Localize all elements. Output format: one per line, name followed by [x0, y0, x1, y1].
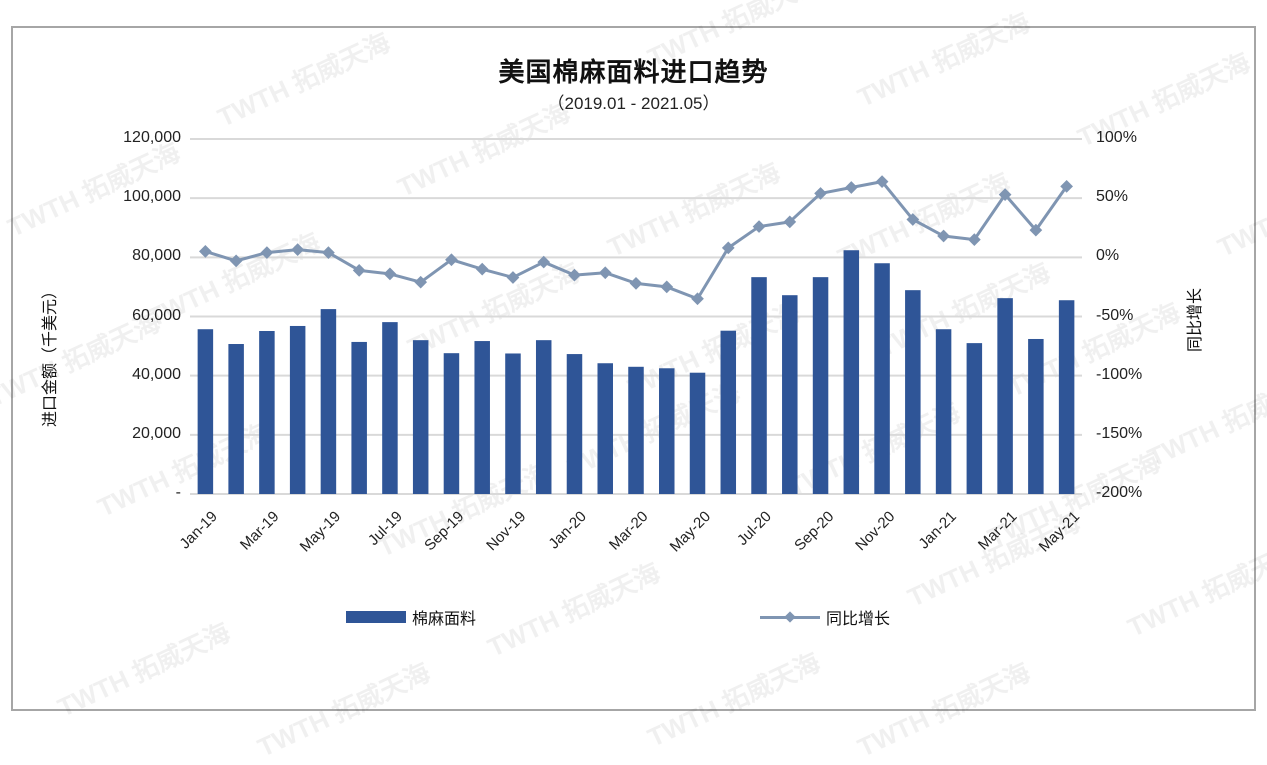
bar [689, 372, 706, 494]
diamond-marker-icon [322, 246, 335, 259]
diamond-marker-icon [383, 267, 397, 281]
diamond-marker-icon [229, 254, 243, 268]
bar [935, 329, 952, 494]
left-y-tick-label: 40,000 [132, 365, 181, 383]
diamond-marker-icon [568, 268, 581, 282]
diamond-marker-icon [660, 280, 674, 294]
legend-item-bar: 棉麻面料 [346, 605, 476, 629]
left-y-tick-label: 20,000 [132, 424, 181, 442]
legend-line-label: 同比增长 [826, 611, 891, 628]
right-y-tick-label: 100% [1096, 129, 1137, 146]
bar [628, 366, 644, 494]
bar [228, 344, 244, 494]
bar [782, 295, 798, 494]
plot-area [190, 138, 1082, 495]
legend-bar-label: 棉麻面料 [412, 611, 477, 628]
legend-bar-swatch [346, 611, 406, 623]
bar [382, 322, 398, 494]
bar [966, 343, 983, 494]
bar [412, 340, 429, 494]
bar [289, 325, 306, 494]
bar [905, 290, 921, 494]
chart-subtitle: （2019.01 - 2021.05） [547, 94, 720, 113]
bar [505, 353, 521, 494]
diamond-marker-icon [844, 181, 858, 194]
bar [351, 341, 367, 494]
diamond-marker-icon [598, 266, 612, 280]
diamond-marker-icon [629, 277, 643, 290]
diamond-marker-icon [937, 229, 950, 243]
bar [597, 363, 613, 494]
legend-item-line: 同比增长 [760, 605, 890, 629]
right-y-tick-label: 50% [1096, 188, 1129, 206]
bar [751, 277, 767, 494]
bar [874, 263, 890, 494]
bar [320, 309, 337, 494]
right-y-tick-label: -150% [1096, 424, 1143, 442]
left-y-tick-label: 60,000 [132, 306, 181, 324]
bar [997, 298, 1013, 494]
bar [812, 277, 829, 494]
diamond-marker-icon [260, 246, 274, 259]
diamond-marker-icon [475, 262, 489, 276]
chart-title: 美国棉麻面料进口趋势 [498, 57, 769, 87]
bar [474, 341, 490, 494]
right-y-tick-label: -200% [1096, 484, 1143, 501]
bar [566, 354, 583, 494]
right-y-tick-label: 0% [1096, 247, 1120, 265]
diamond-marker-icon [352, 263, 366, 277]
bar [843, 250, 860, 494]
bar [443, 353, 460, 494]
right-y-tick-label: -100% [1096, 365, 1143, 383]
diamond-marker-icon [414, 275, 428, 289]
diamond-marker-icon [199, 245, 212, 258]
diamond-marker-icon [506, 271, 520, 284]
bar [659, 368, 675, 494]
bar [197, 329, 214, 494]
bar [259, 330, 275, 494]
diamond-marker-icon [691, 292, 704, 306]
diamond-marker-icon [291, 243, 305, 257]
bar [720, 330, 737, 494]
left-y-tick-label: 120,000 [123, 129, 181, 146]
right-y-tick-label: -50% [1096, 306, 1134, 324]
legend-line-diamond-icon [760, 611, 820, 623]
diamond-marker-icon [445, 253, 458, 267]
left-y-tick-label: 100,000 [123, 188, 181, 206]
bar [1058, 300, 1075, 494]
left-y-tick-label: 80,000 [132, 247, 181, 265]
bar [535, 340, 552, 494]
bar [1028, 338, 1044, 494]
left-y-tick-label: - [175, 484, 181, 501]
